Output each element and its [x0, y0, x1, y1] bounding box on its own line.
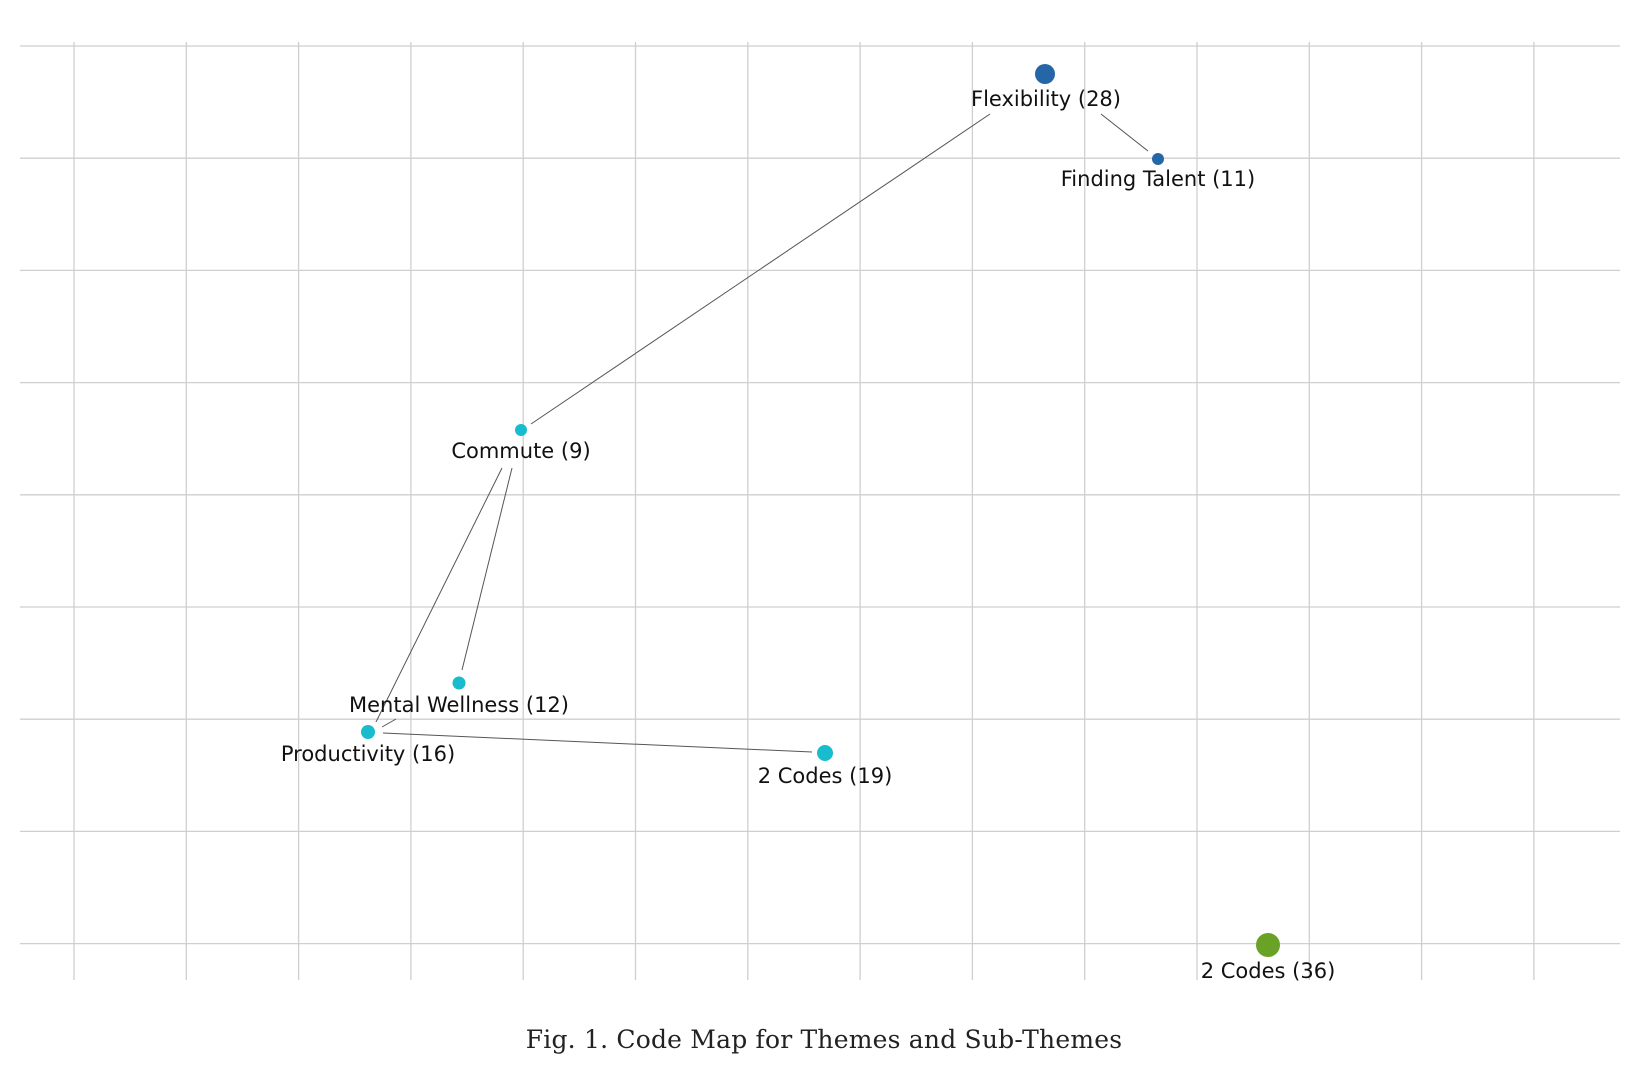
node-label-productivity: Productivity (16)	[281, 742, 455, 766]
node-dot-two-codes-19[interactable]	[817, 745, 833, 761]
node-dot-commute[interactable]	[515, 424, 527, 436]
node-label-two-codes-36: 2 Codes (36)	[1201, 959, 1336, 983]
grid-lines	[20, 42, 1620, 980]
node-dot-flexibility[interactable]	[1035, 64, 1055, 84]
node-mental-wellness[interactable]: Mental Wellness (12)	[349, 676, 569, 718]
node-label-mental-wellness: Mental Wellness (12)	[349, 693, 569, 717]
node-dot-finding-talent[interactable]	[1152, 153, 1164, 165]
code-map: Flexibility (28) Finding Talent (11) Commu…	[20, 42, 1620, 983]
node-label-flexibility: Flexibility (28)	[971, 87, 1121, 111]
node-productivity[interactable]: Productivity (16)	[281, 725, 455, 766]
node-dot-mental-wellness[interactable]	[452, 676, 466, 690]
node-two-codes-36[interactable]: 2 Codes (36)	[1201, 933, 1336, 983]
node-dot-productivity[interactable]	[361, 725, 375, 739]
node-dot-two-codes-36[interactable]	[1256, 933, 1280, 957]
edge-flexibility-to-commute	[530, 113, 991, 425]
figure-caption: Fig. 1. Code Map for Themes and Sub-Them…	[525, 1025, 1123, 1054]
edge-commute-to-mental-wellness	[461, 467, 513, 671]
edge-productivity-to-mental-wellness	[381, 718, 397, 728]
node-label-two-codes-19: 2 Codes (19)	[758, 764, 893, 788]
edge-commute-to-productivity	[375, 467, 503, 723]
edge-productivity-to-two-codes-19	[382, 732, 813, 753]
edge-flexibility-to-finding-talent	[1100, 113, 1149, 152]
node-finding-talent[interactable]: Finding Talent (11)	[1061, 153, 1255, 191]
node-flexibility[interactable]: Flexibility (28)	[971, 64, 1121, 111]
node-commute[interactable]: Commute (9)	[451, 424, 591, 463]
edges	[375, 113, 1149, 753]
node-label-commute: Commute (9)	[451, 439, 590, 463]
nodes: Flexibility (28) Finding Talent (11) Commu…	[281, 64, 1335, 983]
node-two-codes-19[interactable]: 2 Codes (19)	[758, 745, 893, 788]
node-label-finding-talent: Finding Talent (11)	[1061, 167, 1255, 191]
